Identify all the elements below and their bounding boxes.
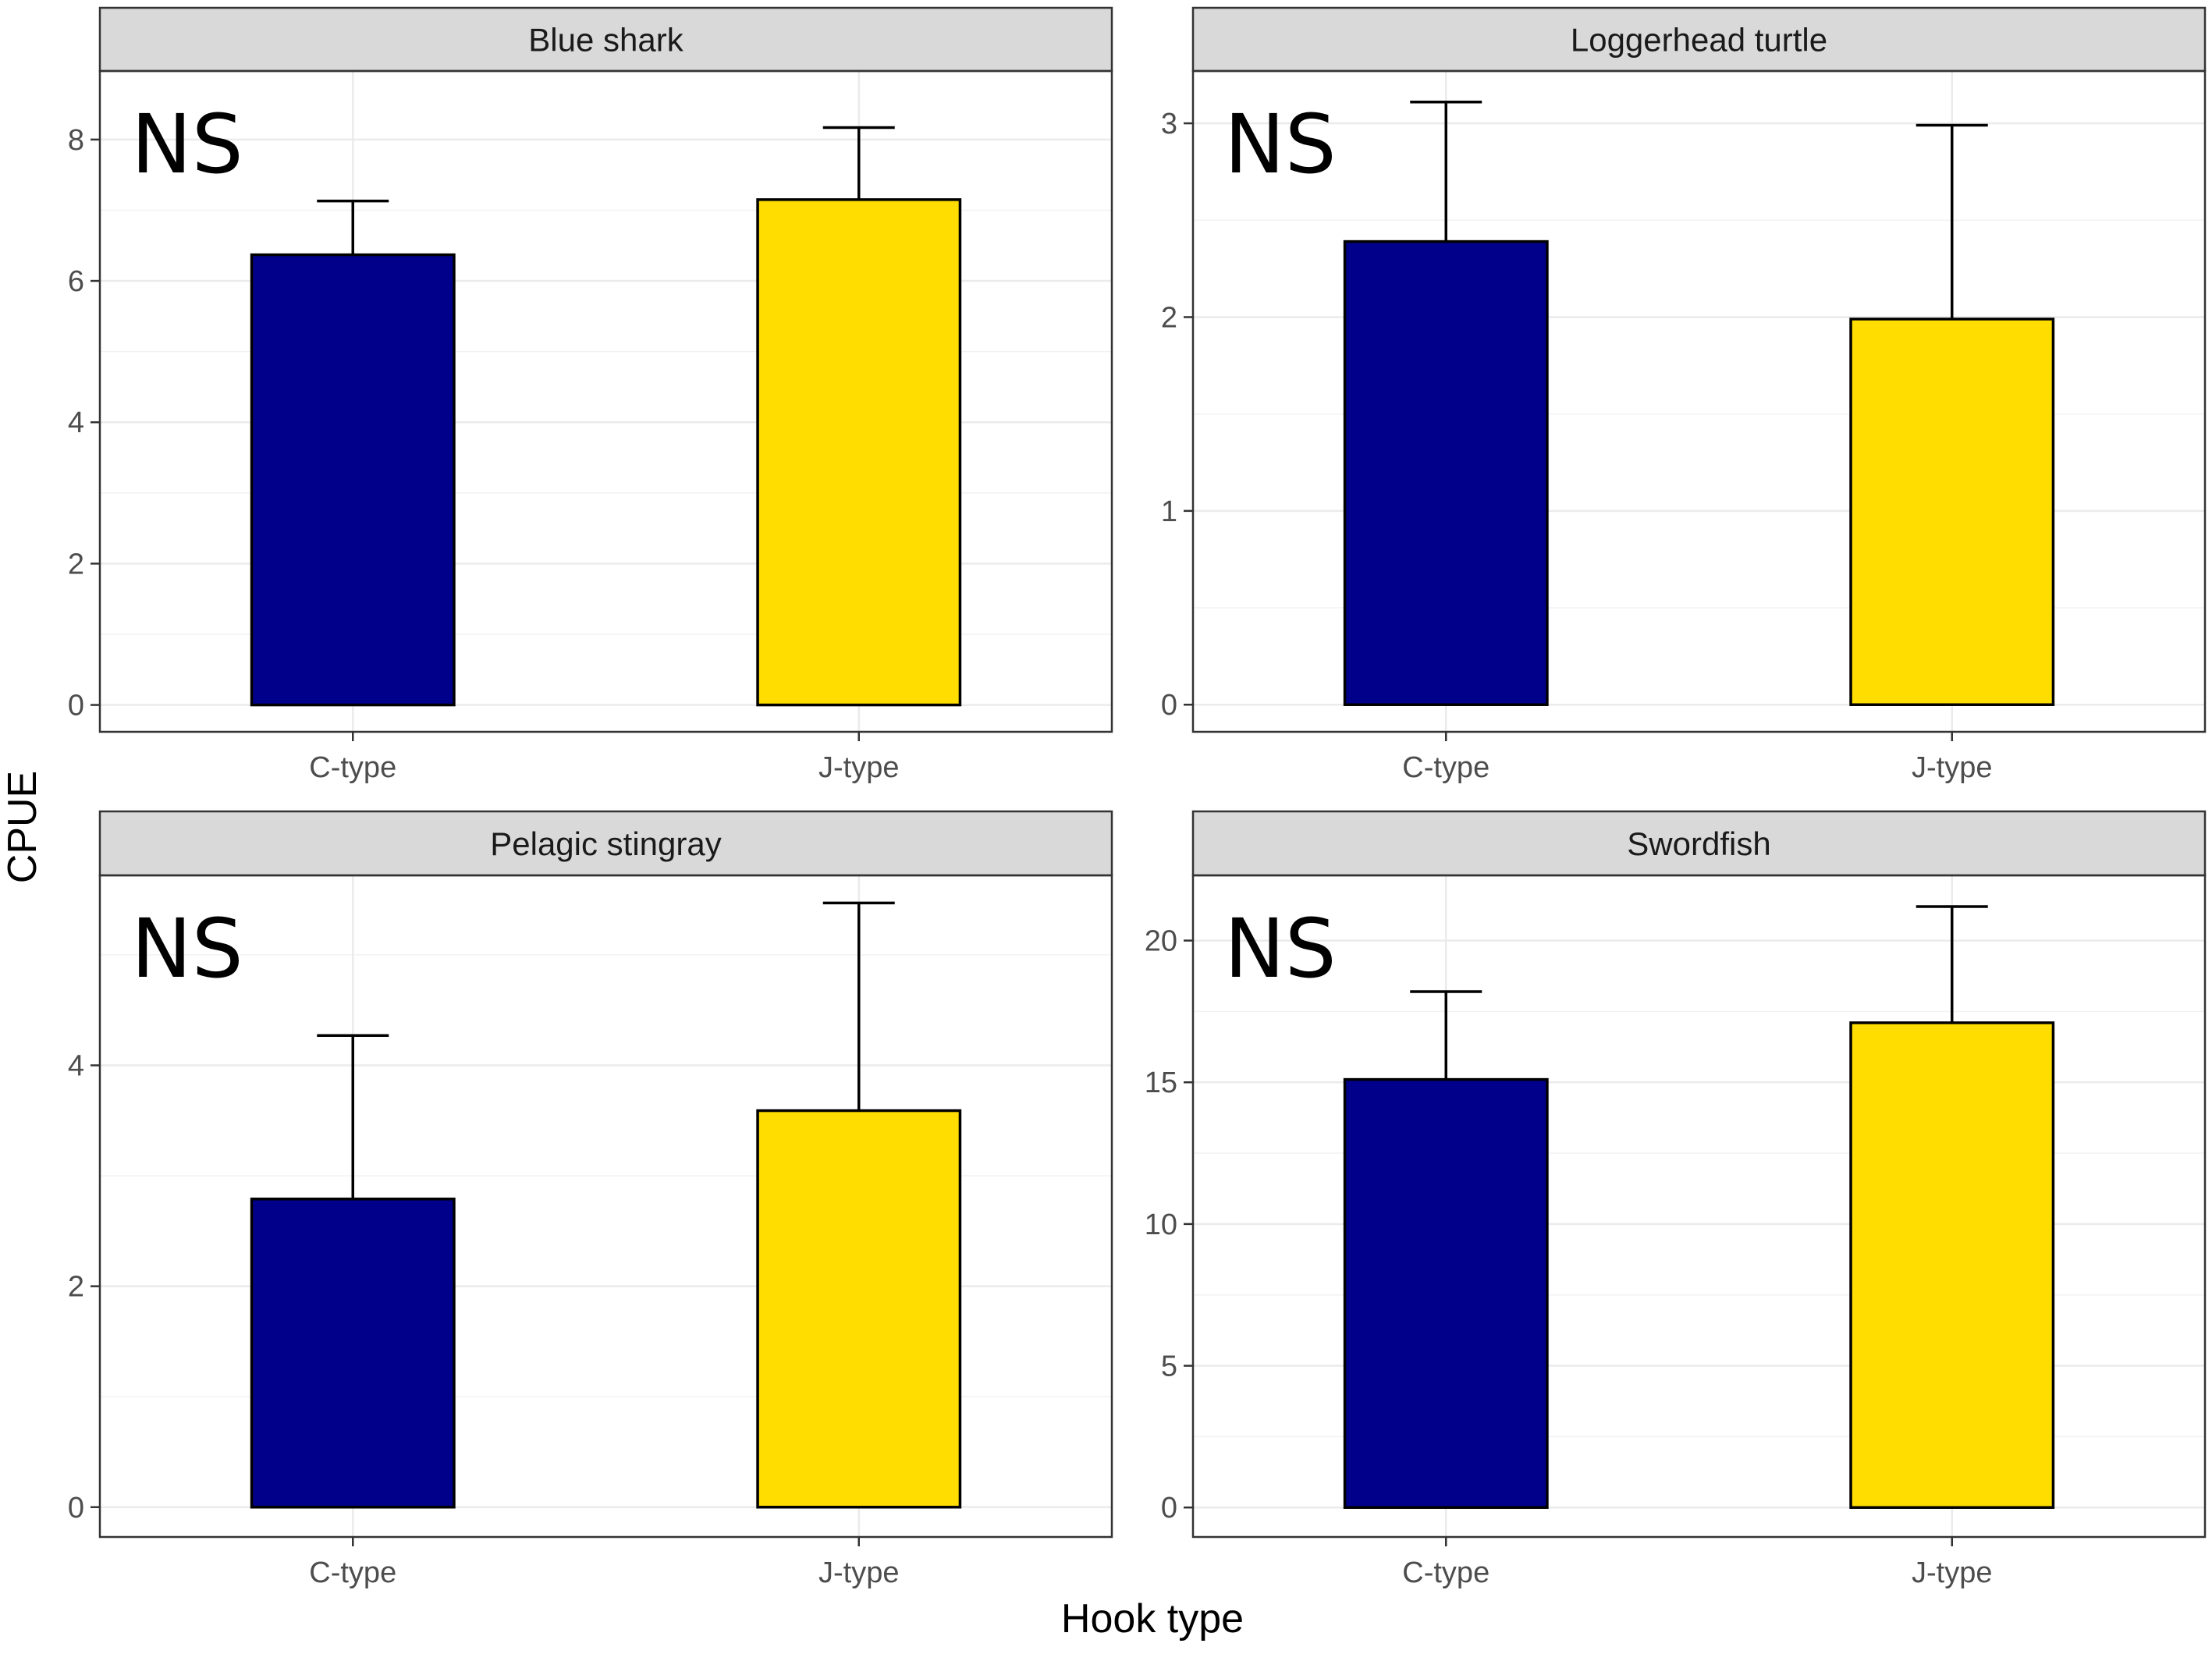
x-tick-label: J-type: [1912, 751, 1992, 784]
x-tick-label: J-type: [818, 751, 899, 784]
bar-j-type: [756, 198, 962, 707]
y-tick-label: 15: [1145, 1067, 1177, 1099]
y-tick-label: 6: [68, 265, 84, 298]
facet-title: Blue shark: [528, 22, 683, 59]
panel-border: [1191, 874, 2207, 1539]
y-tick-label: 4: [68, 406, 84, 439]
y-axis-title: CPUE: [0, 771, 45, 883]
facet-title: Pelagic stingray: [490, 825, 721, 862]
significance-annotation: NS: [1224, 97, 1337, 192]
y-tick-label: 10: [1145, 1209, 1177, 1241]
y-tick-label: 0: [68, 1492, 84, 1524]
significance-annotation: NS: [131, 901, 243, 996]
y-tick-label: 2: [68, 548, 84, 580]
y-tick-label: 3: [1161, 108, 1177, 140]
panel-border: [98, 874, 1113, 1539]
significance-annotation: NS: [131, 97, 243, 192]
bar-c-type: [250, 253, 456, 707]
x-tick-label: J-type: [1912, 1556, 1992, 1589]
panel-4: Swordfish 0 5 10 15 20 C-type J-type NS: [1145, 810, 2207, 1589]
y-tick-label: 2: [68, 1271, 84, 1304]
panel-border: [1191, 69, 2207, 733]
x-tick-label: C-type: [309, 751, 396, 784]
panel-2: Loggerhead turtle 0 1 2 3 C-type J-type NS: [1161, 6, 2207, 784]
y-tick-label: 0: [1161, 1492, 1177, 1524]
y-tick-label: 8: [68, 124, 84, 157]
x-tick-label: J-type: [818, 1556, 899, 1589]
x-axis-title: Hook type: [1061, 1596, 1244, 1642]
panel-1: Blue shark 0 2 4 6 8 C-type J-type NS: [68, 6, 1113, 784]
facet-strip: [1191, 810, 2207, 877]
x-tick-label: C-type: [1402, 1556, 1489, 1589]
facet-strip: [98, 810, 1113, 877]
significance-annotation: NS: [1224, 901, 1337, 996]
x-tick-label: C-type: [1402, 751, 1489, 784]
bar-c-type: [250, 1198, 456, 1509]
bar-j-type: [1849, 1021, 2055, 1509]
y-tick-label: 0: [1161, 689, 1177, 722]
y-tick-label: 4: [68, 1049, 84, 1082]
bar-j-type: [1849, 318, 2055, 706]
y-tick-label: 5: [1161, 1351, 1177, 1383]
bar-c-type: [1343, 240, 1549, 706]
x-tick-label: C-type: [309, 1556, 396, 1589]
facet-title: Loggerhead turtle: [1571, 22, 1827, 59]
facet-title: Swordfish: [1627, 825, 1770, 862]
facet-strip: [98, 6, 1113, 73]
bar-c-type: [1343, 1077, 1549, 1509]
panel-3: Pelagic stingray 0 2 4 C-type J-type NS: [68, 810, 1113, 1589]
y-tick-label: 2: [1161, 301, 1177, 334]
y-tick-label: 20: [1145, 925, 1177, 958]
panel-border: [98, 69, 1113, 733]
y-tick-label: 0: [68, 690, 84, 722]
y-tick-label: 1: [1161, 495, 1177, 528]
bar-j-type: [756, 1109, 962, 1509]
